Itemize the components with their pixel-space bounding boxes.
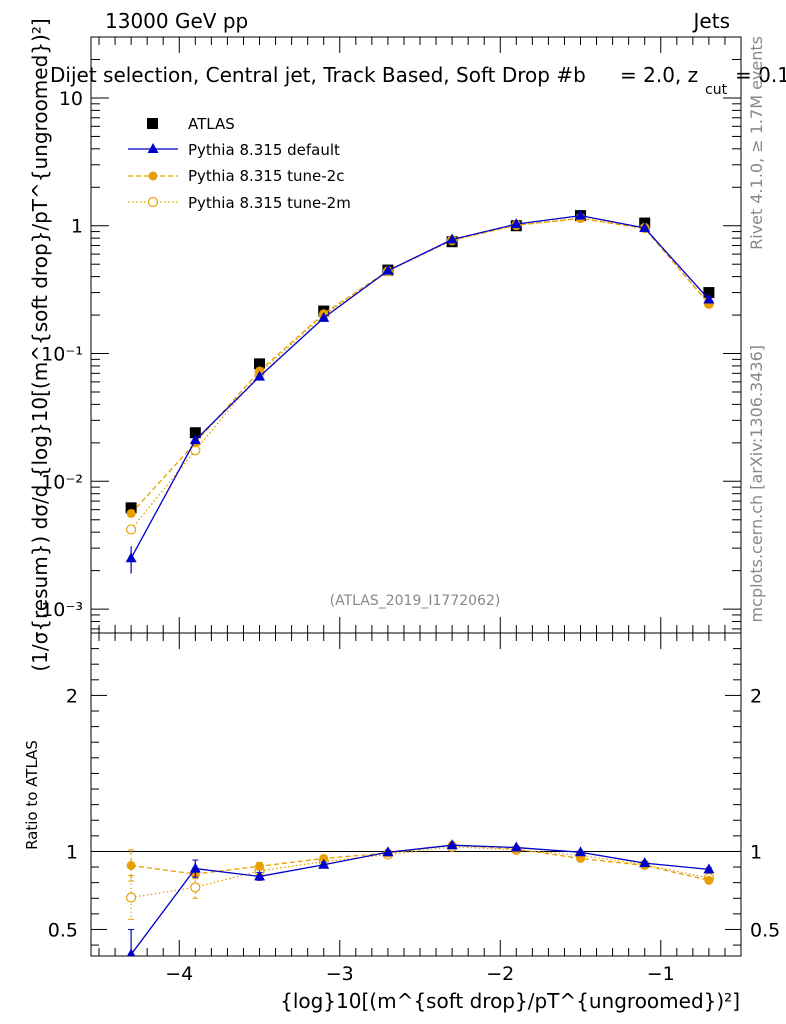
ratio-series-point bbox=[510, 841, 522, 852]
atlas-point bbox=[125, 502, 137, 514]
main-series-point bbox=[446, 233, 458, 244]
ratio-series-point bbox=[704, 875, 714, 885]
main-series-point bbox=[510, 218, 522, 229]
legend-default-marker bbox=[147, 143, 159, 153]
y-axis-title-ratio-text: Ratio to ATLAS bbox=[23, 740, 41, 850]
ratio-series-point bbox=[382, 846, 394, 857]
selection-beta: = 2.0, z bbox=[620, 63, 698, 87]
ratio-series-point bbox=[575, 846, 587, 857]
selection-zcut-sub: cut bbox=[705, 82, 728, 98]
y-tick-label-right: 2 bbox=[750, 685, 762, 707]
main-series-point bbox=[126, 508, 136, 518]
main-series-point bbox=[575, 209, 587, 220]
ratio-series-point bbox=[126, 860, 136, 870]
main-series-point bbox=[703, 293, 715, 304]
legend: ATLAS Pythia 8.315 default Pythia 8.315 … bbox=[128, 115, 351, 212]
atlas-point bbox=[254, 358, 266, 370]
energy-label: 13000 GeV pp bbox=[105, 9, 248, 33]
y-tick-label-right: 1 bbox=[750, 841, 762, 863]
ratio-series-point bbox=[126, 948, 136, 956]
y-tick-label: 1 bbox=[71, 216, 83, 238]
main-series-point bbox=[189, 434, 201, 445]
ratio-series-point bbox=[639, 857, 651, 868]
x-axis-title: {log}10[(m^{soft drop}/pT^{ungroomed})²] bbox=[280, 989, 740, 1013]
x-tick-label: −4 bbox=[165, 963, 193, 985]
ratio-series-line bbox=[131, 846, 710, 899]
x-tick-label: −3 bbox=[326, 963, 354, 985]
atlas-point bbox=[703, 287, 715, 299]
ratio-series-point bbox=[189, 862, 201, 873]
legend-tune2c-marker bbox=[148, 171, 158, 181]
ratio-series-point bbox=[126, 892, 137, 903]
atlas-point bbox=[189, 427, 201, 439]
y-tick-label: 10⁻² bbox=[41, 471, 83, 493]
main-series-point bbox=[318, 311, 330, 322]
rivet-label: Rivet 4.1.0, ≥ 1.7M events bbox=[747, 36, 766, 250]
main-series-point bbox=[126, 524, 137, 535]
main-series-line bbox=[130, 214, 710, 559]
ratio-plot-frame bbox=[90, 632, 742, 957]
main-series-point bbox=[254, 370, 266, 381]
y-axis-title-main: (1/σ{resum}) dσ/d {log}10[(m^{soft drop}… bbox=[28, 18, 52, 671]
ratio-series-point bbox=[318, 858, 330, 869]
main-axes: 10⁻³ 10⁻² 10⁻¹ 1 10 bbox=[41, 36, 741, 633]
selection-title: Dijet selection, Central jet, Track Base… bbox=[50, 63, 586, 87]
legend-tune2m-label: Pythia 8.315 tune-2m bbox=[188, 194, 351, 212]
y-axis-title-ratio: Ratio to ATLAS bbox=[23, 740, 41, 850]
analysis-id: (ATLAS_2019_I1772062) bbox=[330, 593, 501, 609]
legend-tune2m-marker bbox=[147, 196, 159, 208]
ratio-series-point bbox=[190, 882, 201, 893]
selection-zcut-val: = 0.1 bbox=[735, 63, 786, 87]
ratio-series-group bbox=[126, 839, 715, 956]
y-tick-label: 0.5 bbox=[48, 919, 78, 941]
main-series-point bbox=[382, 264, 394, 275]
y-tick-label: 2 bbox=[66, 685, 78, 707]
y-tick-label: 10 bbox=[59, 88, 83, 110]
ratio-series-point bbox=[703, 863, 715, 874]
ratio-series-line bbox=[130, 844, 709, 955]
process-label: Jets bbox=[692, 9, 730, 33]
x-tick-label: −2 bbox=[486, 963, 514, 985]
legend-atlas-label: ATLAS bbox=[188, 115, 235, 133]
main-series-point bbox=[125, 552, 137, 563]
legend-tune2c-label: Pythia 8.315 tune-2c bbox=[188, 167, 344, 185]
ratio-series-point bbox=[319, 853, 329, 863]
y-tick-label: 10⁻³ bbox=[41, 599, 83, 621]
y-tick-label: 1 bbox=[66, 841, 78, 863]
main-series-group bbox=[125, 209, 715, 574]
main-series-line bbox=[130, 217, 710, 514]
main-series-line bbox=[130, 217, 710, 530]
ratio-series-point bbox=[255, 861, 265, 871]
ratio-axes: −4 −3 −2 −1 0.5 0.5 1 1 2 2 bbox=[48, 633, 780, 985]
legend-atlas-marker bbox=[147, 118, 158, 129]
y-tick-label: 10⁻¹ bbox=[41, 344, 83, 366]
y-tick-label-right: 0.5 bbox=[750, 919, 780, 941]
mcplots-label: mcplots.cern.ch [arXiv:1306.3436] bbox=[747, 345, 766, 622]
ratio-series-point bbox=[446, 839, 458, 850]
y-axis-title-main-text: (1/σ{resum}) dσ/d {log}10[(m^{soft drop}… bbox=[28, 18, 52, 671]
legend-default-label: Pythia 8.315 default bbox=[188, 141, 340, 159]
ratio-series-point bbox=[254, 870, 266, 881]
x-tick-label: −1 bbox=[647, 963, 675, 985]
main-series-point bbox=[639, 222, 651, 233]
